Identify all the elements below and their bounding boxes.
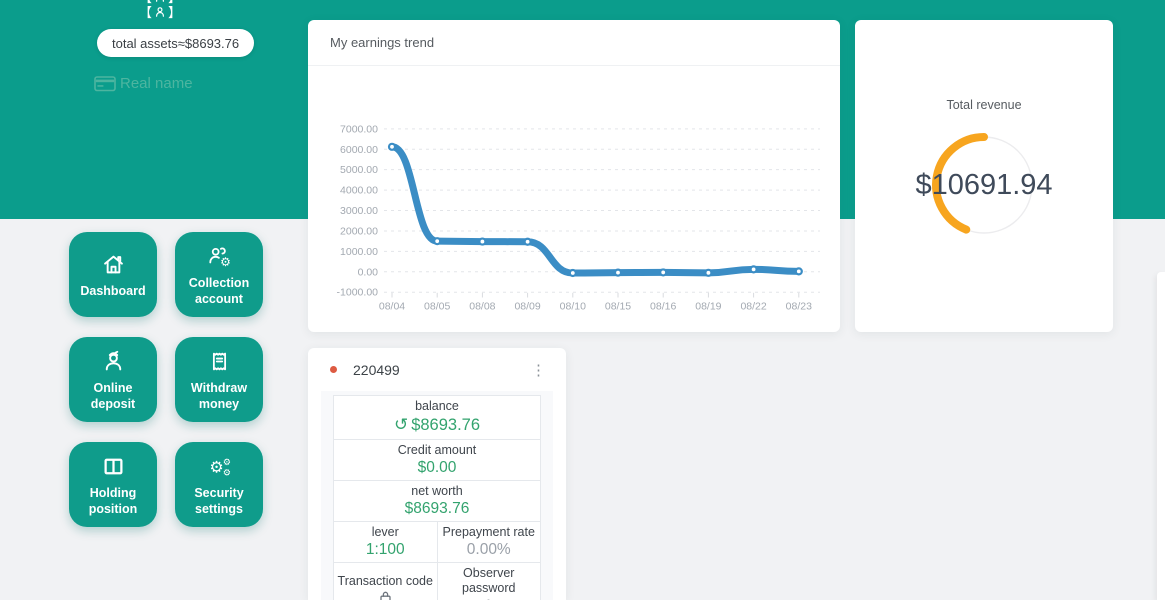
net-worth-label: net worth [411,484,463,498]
person-deposit-icon [105,350,121,370]
balance-label: balance [415,399,459,413]
table-row: balance ↺ $8693.76 [333,395,541,440]
earnings-line-chart: 7000.00 6000.00 5000.00 4000.00 3000.00 2000.… [337,123,820,313]
account-summary-card: 220499 ⋮ balance ↺ $8693.76 Credit amount [308,348,566,600]
svg-text:08/08: 08/08 [469,301,495,313]
svg-text:08/19: 08/19 [695,301,721,313]
home-icon [103,255,123,273]
table-row: lever 1:100 Prepayment rate 0.00% [333,521,541,563]
menu-label: Dashboard [80,283,146,298]
refresh-icon[interactable]: ↺ [393,415,409,434]
svg-text:08/10: 08/10 [560,301,586,313]
gear-glyph-small: ⚙ [222,467,230,477]
observer-password-cell[interactable]: Observer password [436,562,541,600]
account-id: 220499 [353,361,400,378]
gear-glyph: ⚙ [220,255,231,269]
menu-button-holding-position[interactable]: Holding position [69,442,157,527]
svg-text:2000.00: 2000.00 [340,225,378,237]
person-icon [156,6,164,17]
svg-text:08/05: 08/05 [424,301,450,313]
revenue-gauge-arc [932,133,1033,234]
account-detail-table: balance ↺ $8693.76 Credit amount $0.00 ne… [333,395,541,600]
prepayment-label: Prepayment rate [442,525,535,539]
transaction-code-label: Transaction code [337,573,433,588]
menu-label: Holding position [88,485,138,516]
svg-text:08/04: 08/04 [379,301,405,313]
svg-text:7000.00: 7000.00 [340,123,378,135]
credit-label: Credit amount [397,443,477,457]
svg-text:08/15: 08/15 [605,301,631,313]
avatar-bracket-row[interactable]: 【 】 [130,2,190,21]
svg-text:4000.00: 4000.00 [340,185,378,197]
real-name-button[interactable]: Real name [94,75,193,92]
svg-text:3000.00: 3000.00 [340,205,378,217]
svg-text:08/23: 08/23 [786,301,812,313]
revenue-title: Total revenue [946,98,1022,112]
account-card-header: 220499 ⋮ [308,348,566,391]
menu-label: Online deposit [90,380,136,411]
transaction-code-cell[interactable]: Transaction code [333,562,438,600]
svg-text:5000.00: 5000.00 [340,164,378,176]
menu-button-security-settings[interactable]: ⚙ ⚙ ⚙ Security settings [175,442,263,527]
revenue-value: $10691.94 [915,169,1053,201]
partial-card-edge [1157,272,1165,600]
net-worth-value: $8693.76 [404,500,470,517]
svg-text:08/22: 08/22 [740,301,766,313]
gear-glyph-small: ⚙ [222,456,230,466]
id-card-icon [94,76,116,92]
bracket-right: 】 [168,0,181,6]
clipped-avatar-row: 【 】 [130,0,190,6]
status-dot [330,366,337,373]
bracket-left: 【 [139,0,152,6]
svg-text:0.00: 0.00 [358,266,379,278]
real-name-label: Real name [120,75,193,92]
earnings-card-title: My earnings trend [330,35,435,50]
earnings-trend-card: My earnings trend 7000.00 6000.00 5000.00 4… [308,20,840,332]
bracket-left: 【 [138,5,152,20]
net-worth-cell: net worth $8693.76 [333,480,541,522]
gear-glyph: ⚙ [209,459,223,476]
total-revenue-card: Total revenue $10691.94 [855,20,1113,332]
main-menu: Dashboard ⚙ Collection account [69,232,263,527]
users-gear-icon: ⚙ [208,247,231,269]
lever-label: lever [371,525,399,539]
menu-button-dashboard[interactable]: Dashboard [69,232,157,317]
table-row: net worth $8693.76 [333,480,541,522]
total-assets-pill: total assets≈$8693.76 [97,29,255,57]
menu-label: Withdraw money [190,380,248,411]
menu-label: Security settings [194,485,244,516]
balance-value: $8693.76 [411,416,481,434]
earnings-card-header: My earnings trend [308,20,840,66]
svg-text:-1000.00: -1000.00 [337,287,379,299]
table-row: Credit amount $0.00 [333,439,541,481]
kebab-menu-icon[interactable]: ⋮ [531,361,546,379]
lever-cell: lever 1:100 [333,521,438,563]
prepayment-cell: Prepayment rate 0.00% [436,521,541,563]
gears-icon: ⚙ ⚙ ⚙ [209,456,231,477]
credit-cell: Credit amount $0.00 [333,439,541,481]
table-row: Transaction code Observer password [333,562,541,600]
total-assets-text: total assets≈$8693.76 [112,35,240,51]
svg-text:08/16: 08/16 [650,301,676,313]
bracket-right: 】 [168,5,182,20]
svg-text:6000.00: 6000.00 [340,144,378,156]
columns-icon [104,458,122,474]
account-detail-panel: balance ↺ $8693.76 Credit amount $0.00 ne… [321,391,553,600]
observer-password-label: Observer password [462,566,516,595]
prepayment-value: 0.00% [466,541,511,558]
balance-cell: balance ↺ $8693.76 [333,395,541,440]
lock-icon [380,591,391,600]
menu-button-online-deposit[interactable]: Online deposit [69,337,157,422]
menu-label: Collection account [188,275,250,306]
svg-text:1000.00: 1000.00 [340,246,378,258]
menu-button-collection-account[interactable]: ⚙ Collection account [175,232,263,317]
receipt-icon [212,352,226,370]
svg-text:08/09: 08/09 [514,301,540,313]
credit-value: $0.00 [417,459,457,476]
menu-button-withdraw-money[interactable]: Withdraw money [175,337,263,422]
lever-value: 1:100 [365,541,405,558]
